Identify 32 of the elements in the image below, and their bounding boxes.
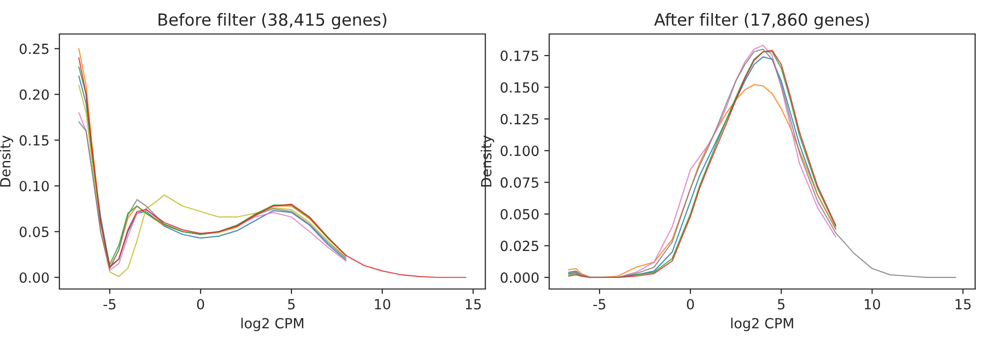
y-tick-label: 0.125 — [500, 114, 538, 124]
x-tick-label: 15 — [956, 299, 971, 310]
x-tick-label: 5 — [288, 299, 295, 310]
x-tick-label: 10 — [864, 298, 880, 310]
y-tick-label: 0.000 — [500, 272, 539, 283]
x-tick-label: 0 — [686, 298, 694, 310]
y-tick-label: 0.00 — [20, 272, 49, 283]
y-tick-label: 0.15 — [20, 135, 48, 146]
x-tick-label: 0 — [197, 298, 204, 310]
y-tick-label: 0.175 — [500, 50, 538, 62]
x-tick-label: 10 — [374, 298, 390, 310]
x-tick-label: -5 — [593, 299, 606, 310]
y-tick-label: 0.100 — [500, 146, 539, 156]
y-tick-label: 0.25 — [20, 44, 48, 54]
x-axis-title: log2 CPM — [241, 318, 304, 332]
y-tick-label: 0.20 — [20, 89, 49, 100]
line-series — [568, 48, 956, 278]
chart-title: Before filter (38,415 genes) — [158, 13, 386, 30]
y-axis-title: Density — [0, 136, 14, 187]
chart-title: After filter (17,860 genes) — [654, 13, 869, 30]
y-tick-label: 0.075 — [500, 177, 538, 188]
x-axis-title: log2 CPM — [731, 318, 794, 332]
y-tick-label: 0.150 — [500, 82, 539, 93]
y-tick-label: 0.025 — [500, 240, 538, 252]
y-tick-label: 0.10 — [20, 180, 49, 192]
x-tick-label: 5 — [778, 299, 784, 310]
y-tick-label: 0.050 — [500, 208, 539, 220]
y-tick-label: 0.05 — [20, 226, 48, 238]
line-series — [78, 57, 466, 278]
x-tick-label: -5 — [103, 299, 116, 310]
x-tick-label: 15 — [466, 299, 481, 310]
y-axis-title: Density — [480, 136, 494, 187]
